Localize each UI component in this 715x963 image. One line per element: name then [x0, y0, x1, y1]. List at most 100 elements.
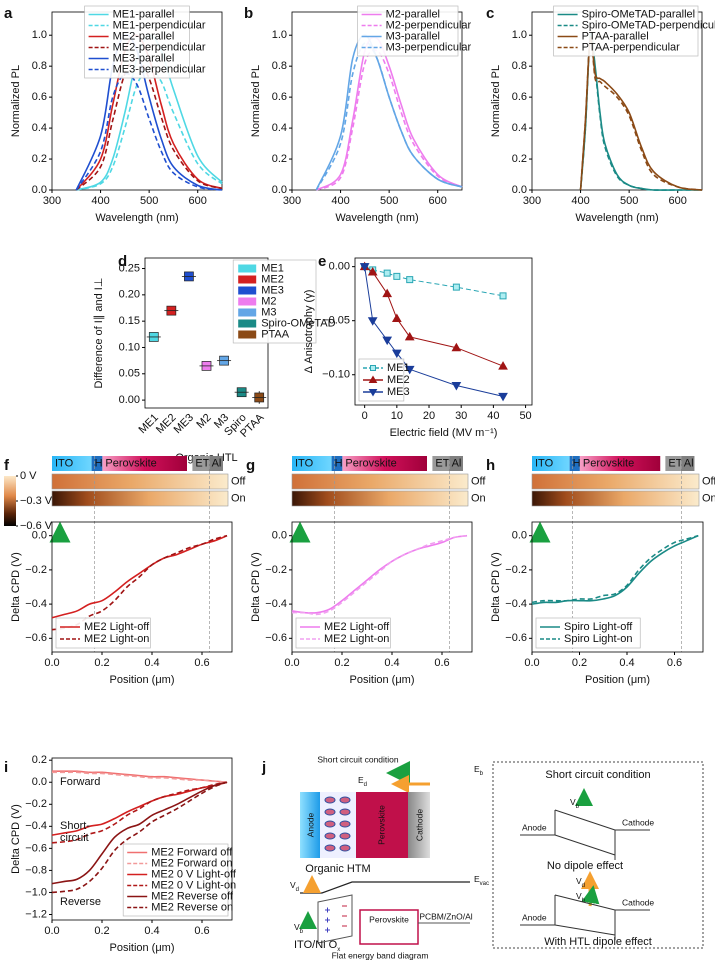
band-sketch [554, 894, 616, 940]
dipoles [324, 796, 351, 852]
x-tick-label: 400 [571, 195, 589, 207]
layer [569, 456, 580, 471]
axes-frame [291, 521, 473, 653]
x-tick-label: 0.0 [44, 657, 59, 669]
legend-label: Spiro Light-on [564, 633, 633, 645]
x-axis-label: Position (μm) [585, 674, 650, 686]
flat-caption: Flat energy band diagram [332, 950, 429, 960]
y-axis-label: Delta CPD (V) [10, 804, 22, 874]
series-line [315, 49, 463, 191]
y-tick-label: 0.6 [272, 91, 287, 103]
y-tick-label: 1.0 [32, 29, 47, 41]
y-tick-label: 0.0 [512, 530, 527, 542]
cpd-map [531, 490, 700, 507]
legend-label: ME1-parallel [113, 8, 175, 20]
layer [665, 456, 681, 471]
inset-caption: No dipole effect [547, 860, 623, 872]
vd-label: Vd [576, 876, 585, 888]
legend-label: Spiro Light-off [564, 621, 633, 633]
cathode-layer [408, 792, 430, 858]
y-tick-label: 0.15 [119, 315, 140, 327]
legend-label: Spiro-OMeTAD [261, 317, 335, 329]
legend-label: Spiro-OMeTAD-parallel [582, 8, 696, 20]
panel-letter: i [4, 759, 8, 776]
legend-label: ME3-perpendicular [113, 63, 206, 75]
layer-label: Al [684, 457, 694, 469]
y-tick-label: 0.25 [119, 262, 140, 274]
x-tick-label: 0.6 [667, 657, 682, 669]
x-tick-label: 0.6 [194, 657, 209, 669]
colorbar-label: −0.6 V [20, 520, 53, 532]
x-tick-label: 500 [620, 195, 638, 207]
y-tick-label: 0.2 [32, 153, 47, 165]
x-axis-label: Wavelength (nm) [335, 212, 418, 224]
cathode-label: Cathode [622, 817, 654, 827]
cathode-label: Cathode [622, 897, 654, 907]
y-tick-label: −0.8 [25, 864, 47, 876]
annotation: circuit [60, 832, 89, 844]
marker [451, 342, 462, 352]
y-tick-label: 0.0 [32, 530, 47, 542]
x-axis-label: Position (μm) [349, 674, 414, 686]
marker [368, 389, 378, 397]
evac-label: Evac [474, 874, 489, 886]
x-tick-label: 500 [380, 195, 398, 207]
y-tick-label: −1.2 [25, 908, 47, 920]
x-tick-label: 10 [391, 410, 403, 422]
anode-label: Anode [522, 912, 547, 922]
marker [406, 276, 414, 284]
y-tick-label: 0.6 [32, 91, 47, 103]
layer-label: ITO [535, 457, 554, 469]
cpd-map [531, 473, 700, 490]
x-tick-label: 500 [140, 195, 158, 207]
legend-patch [238, 319, 257, 328]
x-tick-label: 40 [487, 410, 499, 422]
axes-frame [51, 521, 233, 653]
x-tick-label: 0 [362, 410, 368, 422]
y-tick-label: 1.0 [272, 29, 287, 41]
strip-label: On [471, 492, 486, 504]
legend-patch [238, 286, 257, 295]
cpd-map [291, 490, 469, 507]
colorbar [4, 476, 16, 526]
x-tick-label: 0.6 [434, 657, 449, 669]
y-tick-label: 0.8 [32, 60, 47, 72]
layer [448, 456, 463, 471]
panel-letter: g [246, 457, 255, 474]
panel-letter: f [4, 457, 10, 474]
strip-label: Off [231, 475, 246, 487]
x-tick-label: 300 [523, 195, 541, 207]
legend-label: ME2-perpendicular [113, 41, 206, 53]
anode-label: Anode [522, 822, 547, 832]
legend-box [55, 617, 151, 649]
layer [331, 456, 343, 471]
y-tick-label: 0.6 [512, 91, 527, 103]
x-tick-label: 0.4 [144, 925, 159, 937]
layer-label: Al [212, 457, 222, 469]
legend-label: ME3 [261, 284, 284, 296]
y-tick-label: 0.00 [329, 261, 350, 273]
flat-band [317, 894, 353, 944]
legend-label: ME2 Light-on [324, 633, 389, 645]
x-tick-label: 0.2 [94, 925, 109, 937]
y-tick-label: −0.4 [505, 598, 527, 610]
anode-layer [300, 792, 320, 858]
legend-label: PTAA [261, 328, 290, 340]
layer-label: Perovskite [105, 457, 156, 469]
legend-label: ME1 [387, 362, 410, 374]
y-tick-label: 0.0 [272, 184, 287, 196]
y-tick-label: −0.4 [25, 598, 47, 610]
legend-label: ME2 0 V Light-off [151, 868, 237, 880]
y-axis-label: Normalized PL [10, 65, 22, 137]
layer-label: Perovskite [345, 457, 396, 469]
layer-label: ITO [295, 457, 314, 469]
axes-frame [354, 257, 533, 406]
legend-label: ME2 Forward off [151, 846, 233, 858]
y-tick-label: 0.2 [512, 153, 527, 165]
x-tick-label: 0.4 [144, 657, 159, 669]
legend-label: PTAA-parallel [582, 30, 649, 42]
legend-label: ME2 Light-on [84, 633, 149, 645]
legend-patch [238, 275, 257, 284]
y-tick-label: 0.20 [119, 289, 140, 301]
series-line [291, 534, 468, 614]
